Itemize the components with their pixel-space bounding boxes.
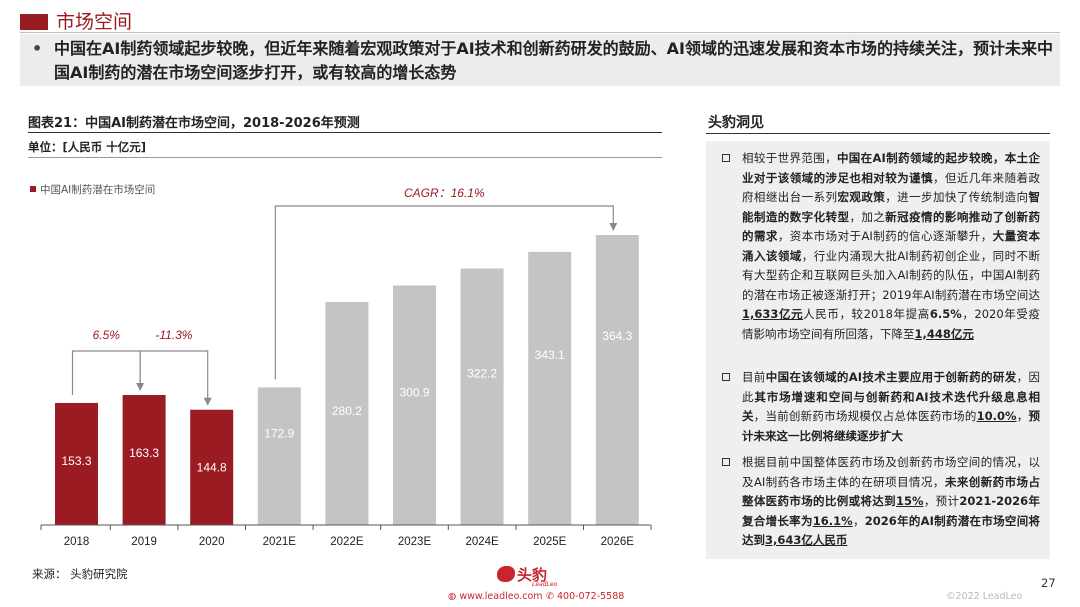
bar-value-label: 163.3 bbox=[129, 446, 159, 460]
page-title: 市场空间 bbox=[56, 11, 133, 33]
checkbox-bullet-icon bbox=[722, 154, 730, 162]
growth-bracket-arrow bbox=[139, 350, 212, 406]
banner-text: 中国在AI制药领域起步较晚，但近年来随着宏观政策对于AI技术和创新药研发的鼓励、… bbox=[54, 39, 1054, 82]
summary-banner bbox=[20, 34, 1060, 86]
insights-panel bbox=[706, 141, 1050, 559]
x-tick-label: 2022E bbox=[330, 536, 364, 548]
insight-item-3: 根据目前中国整体医药市场及创新药市场空间的情况，以及AI制药各市场主体的在研项目… bbox=[722, 453, 1040, 551]
leadleo-logo-icon bbox=[497, 566, 515, 582]
legend-label: 中国AI制药潜在市场空间 bbox=[40, 184, 156, 196]
bar-value-label: 144.8 bbox=[197, 461, 227, 475]
bar-chart: 153.3 163.3 144.8 172.9 280.2 300.9 322.2 343.1… bbox=[40, 186, 652, 548]
x-tick-label: 2023E bbox=[398, 536, 432, 548]
insight-text: 目前中国在该领域的AI技术主要应用于创新药的研发，因此其市场增速和空间与创新药和… bbox=[742, 370, 1041, 443]
x-tick-label: 2021E bbox=[263, 536, 297, 548]
figure-unit-rule bbox=[28, 157, 662, 158]
page-number: 27 bbox=[1041, 576, 1056, 590]
figure-title-rule bbox=[28, 132, 662, 133]
x-tick-label: 2018 bbox=[64, 536, 90, 548]
insight-text: 相较于世界范围，中国在AI制药领域的起步较晚，本土企业对于该领域的涉足也相对较为… bbox=[742, 151, 1041, 341]
bar bbox=[460, 268, 504, 525]
x-tick-label: 2020 bbox=[199, 536, 225, 548]
figure-unit: 单位：[人民币 十亿元] bbox=[28, 140, 147, 154]
bar-value-label: 153.3 bbox=[61, 454, 91, 468]
growth-rate-label: 6.5% bbox=[93, 328, 121, 342]
figure-title: 图表21：中国AI制药潜在市场空间，2018-2026年预测 bbox=[28, 116, 360, 131]
bar-value-label: 343.1 bbox=[535, 348, 565, 362]
globe-icon: ◍ bbox=[448, 591, 457, 602]
footer-copyright: ©2022 LeadLeo bbox=[946, 591, 1023, 602]
bar bbox=[190, 409, 234, 525]
bar bbox=[122, 395, 166, 525]
banner-bullet: • bbox=[32, 39, 43, 58]
phone-icon: ✆ bbox=[546, 591, 554, 602]
growth-bracket-arrow bbox=[71, 350, 145, 395]
footer-phone: ✆ 400-072-5588 bbox=[546, 591, 624, 602]
logo-english: LeadLeo bbox=[532, 581, 558, 588]
x-tick-label: 2024E bbox=[465, 536, 499, 548]
bar-value-label: 364.3 bbox=[602, 329, 632, 343]
legend-swatch bbox=[30, 186, 36, 192]
bar-value-label: 172.9 bbox=[264, 426, 294, 440]
title-divider bbox=[20, 32, 1060, 33]
x-tick-label: 2026E bbox=[601, 536, 635, 548]
insight-item-1: 相较于世界范围，中国在AI制药领域的起步较晚，本土企业对于该领域的涉足也相对较为… bbox=[722, 149, 1040, 344]
phone-text: 400-072-5588 bbox=[557, 591, 625, 602]
footer-website[interactable]: ◍ www.leadleo.com bbox=[448, 591, 543, 602]
figure-source: 来源： 头豹研究院 bbox=[32, 567, 128, 581]
x-tick-label: 2019 bbox=[131, 536, 157, 548]
insights-title-rule bbox=[706, 133, 1050, 134]
bar bbox=[393, 285, 436, 525]
bar bbox=[257, 387, 301, 525]
growth-bracket-arrow bbox=[274, 205, 618, 380]
checkbox-bullet-icon bbox=[722, 373, 730, 381]
checkbox-bullet-icon bbox=[722, 458, 730, 466]
bar-value-label: 280.2 bbox=[332, 404, 362, 418]
insights-title: 头豹洞见 bbox=[708, 115, 764, 131]
growth-rate-label: CAGR：16.1% bbox=[404, 186, 485, 200]
bar bbox=[55, 402, 98, 525]
logo-chinese: 头豹 bbox=[517, 566, 548, 584]
insight-text: 根据目前中国整体医药市场及创新药市场空间的情况，以及AI制药各市场主体的在研项目… bbox=[742, 455, 1041, 547]
insight-item-2: 目前中国在该领域的AI技术主要应用于创新药的研发，因此其市场增速和空间与创新药和… bbox=[722, 368, 1040, 446]
bar bbox=[325, 301, 369, 525]
website-text: www.leadleo.com bbox=[459, 591, 543, 602]
bar bbox=[528, 251, 572, 525]
x-tick-label: 2025E bbox=[533, 536, 567, 548]
bar-value-label: 322.2 bbox=[467, 367, 497, 381]
title-accent-bar bbox=[20, 14, 48, 30]
growth-rate-label: -11.3% bbox=[155, 328, 192, 342]
bar bbox=[595, 235, 639, 526]
bar-value-label: 300.9 bbox=[399, 385, 429, 399]
